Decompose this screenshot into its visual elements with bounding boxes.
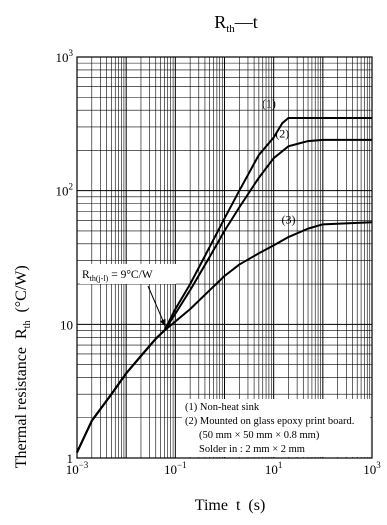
- annotation-label-sub: th(j-l): [90, 274, 109, 283]
- x-tick-label: 103: [363, 460, 381, 477]
- notes-box: (1) Non-heat sink (2) Mounted on glass e…: [182, 399, 370, 457]
- y-tick-label: 102: [56, 182, 74, 199]
- note-1: (1) Non-heat sink: [185, 402, 260, 413]
- x-tick-label: 10−3: [66, 460, 89, 477]
- y-axis-label-unit: (°C/W): [13, 265, 30, 312]
- y-tick-label: 10: [60, 317, 73, 332]
- y-tick-label: 1: [67, 451, 74, 466]
- y-axis-label: Thermal resistance Rth (°C/W): [13, 253, 33, 488]
- annotation-label-main: R: [82, 269, 90, 281]
- chart-title-main: R: [214, 12, 226, 32]
- series-1-label: (1): [262, 96, 276, 110]
- chart-title-rest: —t: [234, 12, 258, 32]
- x-axis-label: Time t (s): [195, 497, 266, 514]
- y-axis-label-main: Thermal resistance R: [13, 328, 30, 468]
- y-axis-label-sub: th: [22, 321, 33, 329]
- y-tick-label: 103: [56, 48, 74, 65]
- annotation-label-rest: = 9°C/W: [108, 269, 152, 281]
- chart-title: Rth—t: [214, 12, 258, 35]
- note-2: (2) Mounted on glass epoxy print board.: [185, 416, 354, 427]
- annotation-background: [80, 264, 176, 284]
- curves: (1) (2) (3): [76, 96, 373, 453]
- rth-jl-annotation: Rth(j-l) = 9°C/W: [80, 264, 176, 327]
- chart-title-sub: th: [226, 23, 235, 35]
- series-3-label: (3): [281, 212, 295, 226]
- x-tick-label: 101: [265, 460, 283, 477]
- grid: [77, 57, 372, 458]
- note-3: (50 mm × 50 mm × 0.8 mm): [199, 430, 320, 441]
- series-3-line: [76, 221, 373, 453]
- note-4: Solder in : 2 mm × 2 mm: [199, 444, 305, 455]
- x-tick-label: 10−1: [164, 460, 187, 477]
- annotation-arrowhead: [159, 318, 166, 327]
- tick-labels: 10−3 10−1 101 103 1 10 102 103: [56, 48, 382, 477]
- annotation-label: Rth(j-l) = 9°C/W: [82, 269, 153, 283]
- series-2-label: (2): [275, 126, 289, 140]
- plot-frame: [76, 56, 373, 459]
- annotation-arrow: [147, 285, 166, 327]
- notes-background: [182, 399, 370, 457]
